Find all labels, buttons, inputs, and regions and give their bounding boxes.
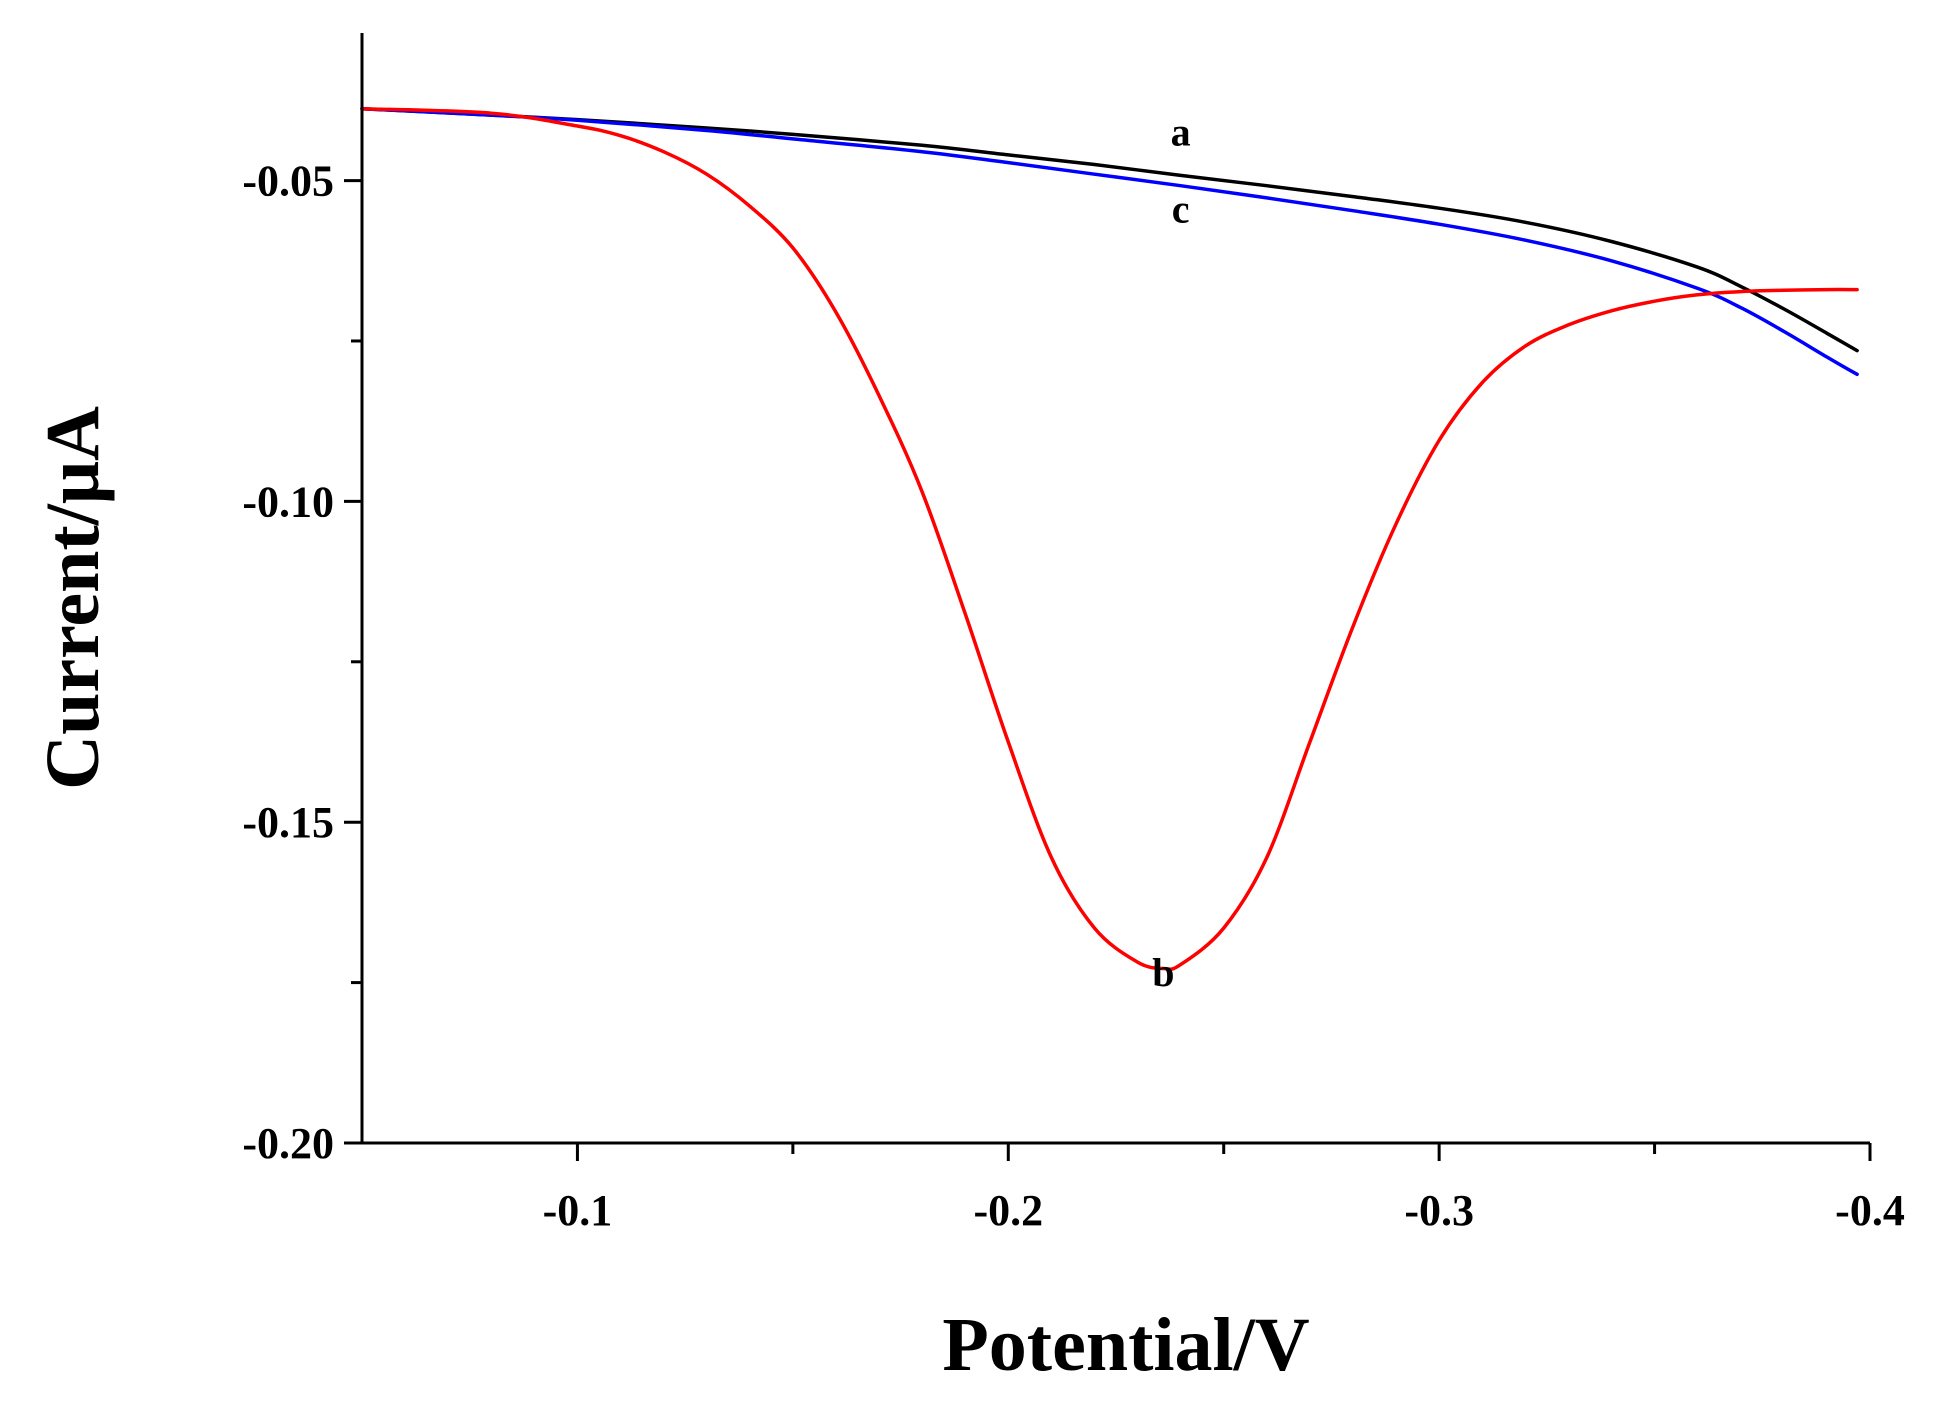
series-line-c — [360, 106, 1859, 377]
labels-layer: -0.1 -0.2 -0.3 -0.4 -0.05 -0.10 -0.15 -0.20 ac b — [242, 109, 1904, 1235]
x-axis-title: Potential/V — [942, 1303, 1309, 1387]
series-layer — [360, 106, 1859, 971]
y-tick-label: -0.05 — [242, 157, 334, 206]
x-tick-label: -0.2 — [973, 1186, 1043, 1235]
y-axis-title: Current/μA — [31, 406, 115, 790]
curve-label-a: a — [1171, 109, 1191, 154]
x-tick-label: -0.4 — [1835, 1186, 1905, 1235]
y-tick-label: -0.20 — [242, 1119, 334, 1168]
x-tick-label: -0.3 — [1404, 1186, 1474, 1235]
x-tick-label: -0.1 — [543, 1186, 613, 1235]
axes-layer — [360, 33, 1870, 1145]
ticks-layer — [344, 179, 1872, 1161]
y-tick-label: -0.10 — [242, 477, 334, 526]
series-line-a — [360, 106, 1859, 353]
curve-label-c: c — [1172, 186, 1190, 231]
y-tick-label: -0.15 — [242, 798, 334, 847]
series-line-b — [360, 106, 1859, 971]
curve-label-b: b — [1152, 950, 1174, 995]
